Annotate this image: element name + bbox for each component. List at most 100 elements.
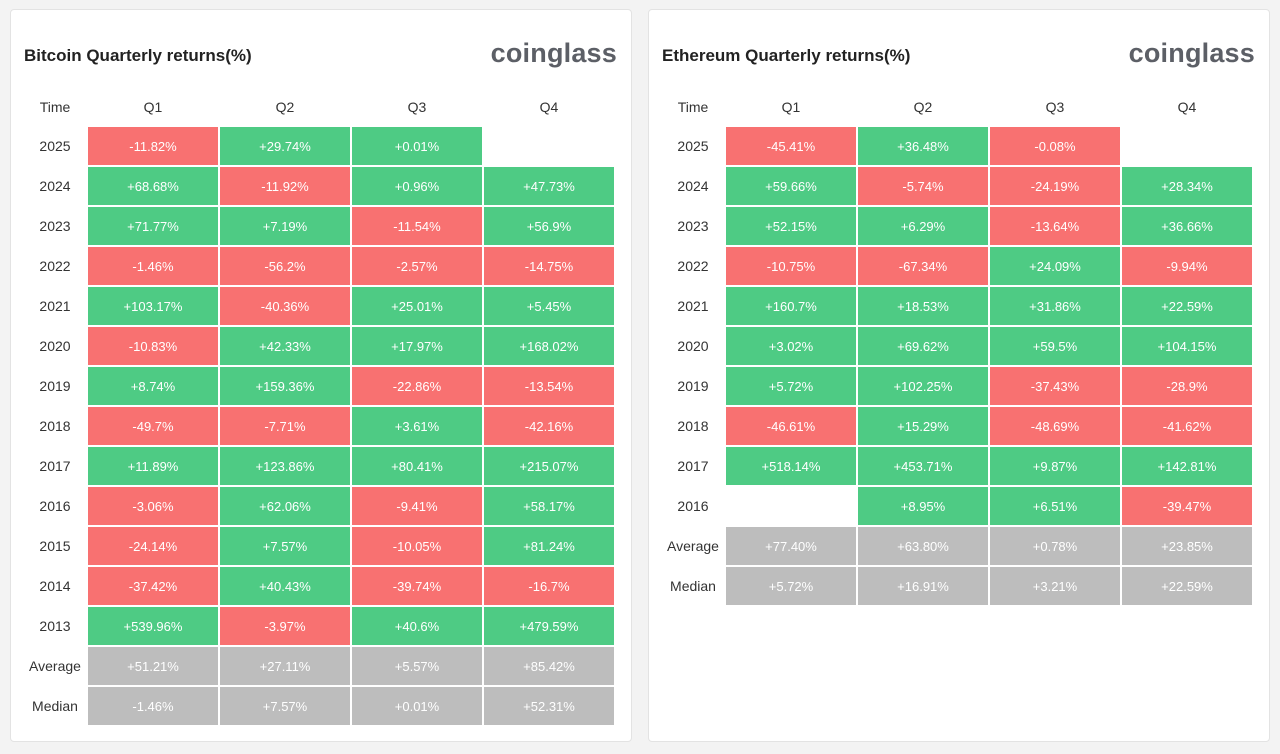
ethereum-returns-table: Time Q1 Q2 Q3 Q4 2025 -45.41% +36.48% -0.08…	[660, 87, 1254, 607]
return-cell: +52.15%	[726, 207, 856, 245]
column-header-time: Time	[677, 99, 709, 115]
return-cell: +81.24%	[484, 527, 614, 565]
return-cell: +215.07%	[484, 447, 614, 485]
coinglass-logo[interactable]: coinglass	[490, 38, 617, 68]
return-cell: +0.96%	[352, 167, 482, 205]
year-label: 2016	[39, 498, 71, 514]
return-cell: +8.95%	[858, 487, 988, 525]
year-label: 2020	[677, 338, 709, 354]
year-row: 2025 -45.41% +36.48% -0.08%	[662, 127, 1252, 165]
column-header-q3: Q3	[407, 99, 427, 115]
return-cell: -39.74%	[352, 567, 482, 605]
stat-cell: +3.21%	[990, 567, 1120, 605]
year-row: 2021 +160.7% +18.53% +31.86% +22.59%	[662, 287, 1252, 325]
return-cell: -24.19%	[990, 167, 1120, 205]
column-header-time: Time	[39, 99, 71, 115]
stat-cell: +22.59%	[1122, 567, 1252, 605]
return-cell: -24.14%	[88, 527, 218, 565]
year-row: 2015 -24.14% +7.57% -10.05% +81.24%	[24, 527, 614, 565]
return-cell: +9.87%	[990, 447, 1120, 485]
return-cell: +31.86%	[990, 287, 1120, 325]
empty-cell	[726, 487, 856, 525]
year-label: 2020	[39, 338, 71, 354]
return-cell: -67.34%	[858, 247, 988, 285]
return-cell: -9.41%	[352, 487, 482, 525]
year-row: 2016 +8.95% +6.51% -39.47%	[662, 487, 1252, 525]
stat-row: Median -1.46% +7.57% +0.01% +52.31%	[24, 687, 614, 725]
panel-title: Bitcoin Quarterly returns(%)	[24, 46, 252, 65]
empty-cell	[484, 127, 614, 165]
return-cell: -56.2%	[220, 247, 350, 285]
year-label: 2019	[39, 378, 71, 394]
return-cell: +80.41%	[352, 447, 482, 485]
stat-row: Median +5.72% +16.91% +3.21% +22.59%	[662, 567, 1252, 605]
return-cell: +42.33%	[220, 327, 350, 365]
year-row: 2018 -46.61% +15.29% -48.69% -41.62%	[662, 407, 1252, 445]
table-header-row: Time Q1 Q2 Q3 Q4	[662, 89, 1252, 125]
return-cell: -11.82%	[88, 127, 218, 165]
return-cell: -37.42%	[88, 567, 218, 605]
stat-label: Average	[667, 538, 719, 554]
year-label: 2024	[677, 178, 709, 194]
return-cell: +539.96%	[88, 607, 218, 645]
return-cell: +453.71%	[858, 447, 988, 485]
year-label: 2019	[677, 378, 709, 394]
return-cell: +71.77%	[88, 207, 218, 245]
return-cell: +24.09%	[990, 247, 1120, 285]
return-cell: -41.62%	[1122, 407, 1252, 445]
return-cell: +40.6%	[352, 607, 482, 645]
stat-cell: +5.72%	[726, 567, 856, 605]
year-label: 2013	[39, 618, 71, 634]
year-row: 2020 -10.83% +42.33% +17.97% +168.02%	[24, 327, 614, 365]
panel-title: Ethereum Quarterly returns(%)	[662, 46, 911, 65]
column-header-q2: Q2	[275, 99, 295, 115]
return-cell: -13.54%	[484, 367, 614, 405]
stat-cell: +0.01%	[352, 687, 482, 725]
coinglass-logo[interactable]: coinglass	[1128, 38, 1255, 68]
year-label: 2023	[677, 218, 709, 234]
year-row: 2013 +539.96% -3.97% +40.6% +479.59%	[24, 607, 614, 645]
return-cell: +18.53%	[858, 287, 988, 325]
return-cell: -3.06%	[88, 487, 218, 525]
return-cell: +11.89%	[88, 447, 218, 485]
year-row: 2024 +59.66% -5.74% -24.19% +28.34%	[662, 167, 1252, 205]
return-cell: -49.7%	[88, 407, 218, 445]
year-label: 2018	[677, 418, 709, 434]
year-label: 2022	[39, 258, 71, 274]
column-header-q1: Q1	[781, 99, 801, 115]
empty-cell	[1122, 127, 1252, 165]
return-cell: -13.64%	[990, 207, 1120, 245]
stat-row: Average +77.40% +63.80% +0.78% +23.85%	[662, 527, 1252, 565]
year-row: 2017 +518.14% +453.71% +9.87% +142.81%	[662, 447, 1252, 485]
return-cell: +5.72%	[726, 367, 856, 405]
year-label: 2021	[677, 298, 709, 314]
return-cell: -39.47%	[1122, 487, 1252, 525]
stat-label: Average	[29, 658, 81, 674]
return-cell: -10.05%	[352, 527, 482, 565]
year-row: 2021 +103.17% -40.36% +25.01% +5.45%	[24, 287, 614, 325]
return-cell: -3.97%	[220, 607, 350, 645]
return-cell: +40.43%	[220, 567, 350, 605]
return-cell: +8.74%	[88, 367, 218, 405]
return-cell: +6.51%	[990, 487, 1120, 525]
bitcoin-returns-panel: Bitcoin Quarterly returns(%) coinglass T…	[10, 9, 632, 742]
return-cell: +25.01%	[352, 287, 482, 325]
year-label: 2018	[39, 418, 71, 434]
year-row: 2025 -11.82% +29.74% +0.01%	[24, 127, 614, 165]
return-cell: -1.46%	[88, 247, 218, 285]
table-body: 2025 -11.82% +29.74% +0.01% 2024 +68.68% -11.9…	[24, 127, 614, 725]
return-cell: +7.19%	[220, 207, 350, 245]
year-label: 2014	[39, 578, 71, 594]
year-label: 2024	[39, 178, 71, 194]
return-cell: +518.14%	[726, 447, 856, 485]
stat-cell: +0.78%	[990, 527, 1120, 565]
return-cell: +160.7%	[726, 287, 856, 325]
year-row: 2023 +71.77% +7.19% -11.54% +56.9%	[24, 207, 614, 245]
return-cell: -11.92%	[220, 167, 350, 205]
ethereum-returns-panel: Ethereum Quarterly returns(%) coinglass …	[648, 9, 1270, 742]
return-cell: -37.43%	[990, 367, 1120, 405]
return-cell: -2.57%	[352, 247, 482, 285]
year-label: 2017	[677, 458, 709, 474]
return-cell: -40.36%	[220, 287, 350, 325]
return-cell: +479.59%	[484, 607, 614, 645]
